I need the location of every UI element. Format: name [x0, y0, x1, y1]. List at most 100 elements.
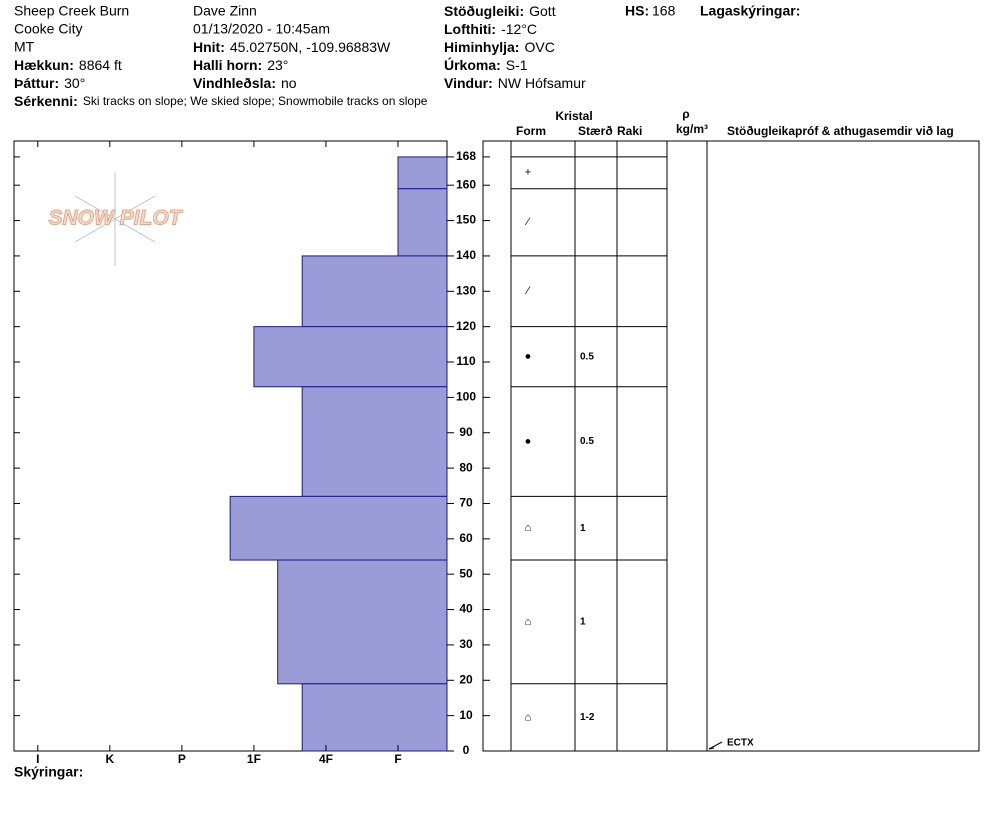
y-tick-label: 90 [459, 425, 473, 439]
footer-label: Skýringar: [14, 764, 83, 780]
y-tick-label: 160 [456, 177, 476, 191]
hardness-bar [277, 559, 448, 685]
table-header: Kristal [555, 109, 592, 123]
field-label: Hnit: [193, 39, 225, 55]
grain-size: 1-2 [580, 712, 595, 723]
field-label: Lofthiti: [444, 21, 496, 37]
hardness-bar [301, 683, 448, 752]
field-value: NW Hófsamur [498, 75, 586, 91]
header-field: Lofthiti: -12°C [444, 21, 537, 37]
grain-form: ⁄ [524, 216, 531, 228]
hs-label: HS: [625, 3, 649, 19]
field-value: Ski tracks on slope; We skied slope; Sno… [83, 94, 428, 108]
y-tick-label: 30 [459, 637, 473, 651]
y-tick-label: 140 [456, 248, 476, 262]
grain-form: ⌂ [525, 522, 532, 534]
header-field: Hnit: 45.02750N, -109.96883W [193, 39, 391, 55]
grain-form: ⁄ [524, 285, 531, 297]
grain-size: 1 [580, 523, 586, 534]
grain-size: 1 [580, 617, 586, 628]
x-tick-label: P [178, 752, 186, 766]
y-tick-label: 120 [456, 319, 476, 333]
header-text: MT [14, 39, 35, 55]
grain-form: ● [525, 435, 532, 447]
y-tick-label: 0 [463, 743, 470, 757]
table-header: kg/m³ [676, 122, 708, 136]
table-header: ρ [682, 107, 689, 121]
table-header: Form [516, 124, 546, 138]
hardness-bar [301, 255, 448, 328]
y-tick-label: 70 [459, 496, 473, 510]
header-text: Dave Zinn [193, 3, 257, 19]
field-label: Þáttur: [14, 75, 59, 91]
header-field: Himinhylja: OVC [444, 39, 555, 55]
header-field: Sérkenni: Ski tracks on slope; We skied s… [14, 93, 428, 109]
test-label: ECTX [727, 738, 754, 749]
table-header: Stærð [578, 124, 613, 138]
y-tick-label: 168 [456, 149, 476, 163]
grain-size: 0.5 [580, 351, 594, 362]
y-tick-label: 60 [459, 531, 473, 545]
grain-form: ⌂ [525, 711, 532, 723]
y-tick-label: 50 [459, 566, 473, 580]
field-value: S-1 [506, 57, 528, 73]
test-arrow [708, 747, 715, 750]
hs-value: 168 [652, 3, 676, 19]
field-label: Himinhylja: [444, 39, 519, 55]
field-label: Úrkoma: [444, 56, 501, 73]
table-header: Stöðugleikapróf & athugasemdir við lag [727, 124, 954, 138]
grain-size: 0.5 [580, 436, 594, 447]
header-field: Þáttur: 30° [14, 75, 85, 91]
field-label: Vindur: [444, 75, 493, 91]
header-text: Cooke City [14, 21, 82, 37]
y-tick-label: 110 [456, 354, 476, 368]
hardness-bar [253, 326, 448, 388]
header-field: Vindhleðsla: no [193, 75, 297, 91]
header-field: Vindur: NW Hófsamur [444, 75, 586, 91]
x-tick-label: 4F [319, 752, 333, 766]
grain-form: ⌂ [525, 616, 532, 628]
x-tick-label: F [394, 752, 401, 766]
y-tick-label: 40 [459, 602, 473, 616]
field-label: Sérkenni: [14, 93, 78, 109]
header-text: Sheep Creek Burn [14, 3, 129, 19]
field-value: 23° [267, 57, 288, 73]
header-field: Úrkoma: S-1 [444, 56, 528, 73]
field-value: 8864 ft [79, 57, 122, 73]
field-value: 30° [64, 75, 85, 91]
y-tick-label: 130 [456, 283, 476, 297]
field-value: no [281, 75, 297, 91]
field-value: Gott [529, 3, 556, 19]
header-field: Hækkun: 8864 ft [14, 57, 122, 73]
x-tick-label: I [36, 752, 39, 766]
field-value: -12°C [501, 21, 537, 37]
field-label: Vindhleðsla: [193, 75, 276, 91]
legend-title: Lagaskýringar: [700, 3, 800, 19]
x-tick-label: K [105, 752, 114, 766]
x-tick-label: 1F [247, 752, 261, 766]
hardness-bar [397, 156, 448, 190]
table-frame [482, 140, 980, 752]
y-tick-label: 80 [459, 460, 473, 474]
logo [74, 172, 156, 266]
hardness-bar [301, 386, 448, 497]
y-tick-label: 20 [459, 672, 473, 686]
table-header: Raki [617, 124, 642, 138]
field-label: Hækkun: [14, 57, 74, 73]
header-text: 01/13/2020 - 10:45am [193, 21, 330, 37]
y-tick-label: 10 [459, 708, 473, 722]
hardness-bar [397, 188, 448, 257]
grain-form: ● [525, 351, 532, 363]
grain-form: + [525, 167, 531, 179]
field-value: OVC [524, 39, 554, 55]
logo-text: SNOW PILOT [49, 207, 184, 230]
header-field: Stöðugleiki: Gott [444, 3, 556, 19]
header-field: Halli horn: 23° [193, 57, 288, 73]
field-value: 45.02750N, -109.96883W [230, 39, 391, 55]
y-tick-label: 150 [456, 213, 476, 227]
field-label: Stöðugleiki: [444, 3, 524, 19]
y-tick-label: 100 [456, 390, 476, 404]
hardness-bar [229, 495, 448, 561]
